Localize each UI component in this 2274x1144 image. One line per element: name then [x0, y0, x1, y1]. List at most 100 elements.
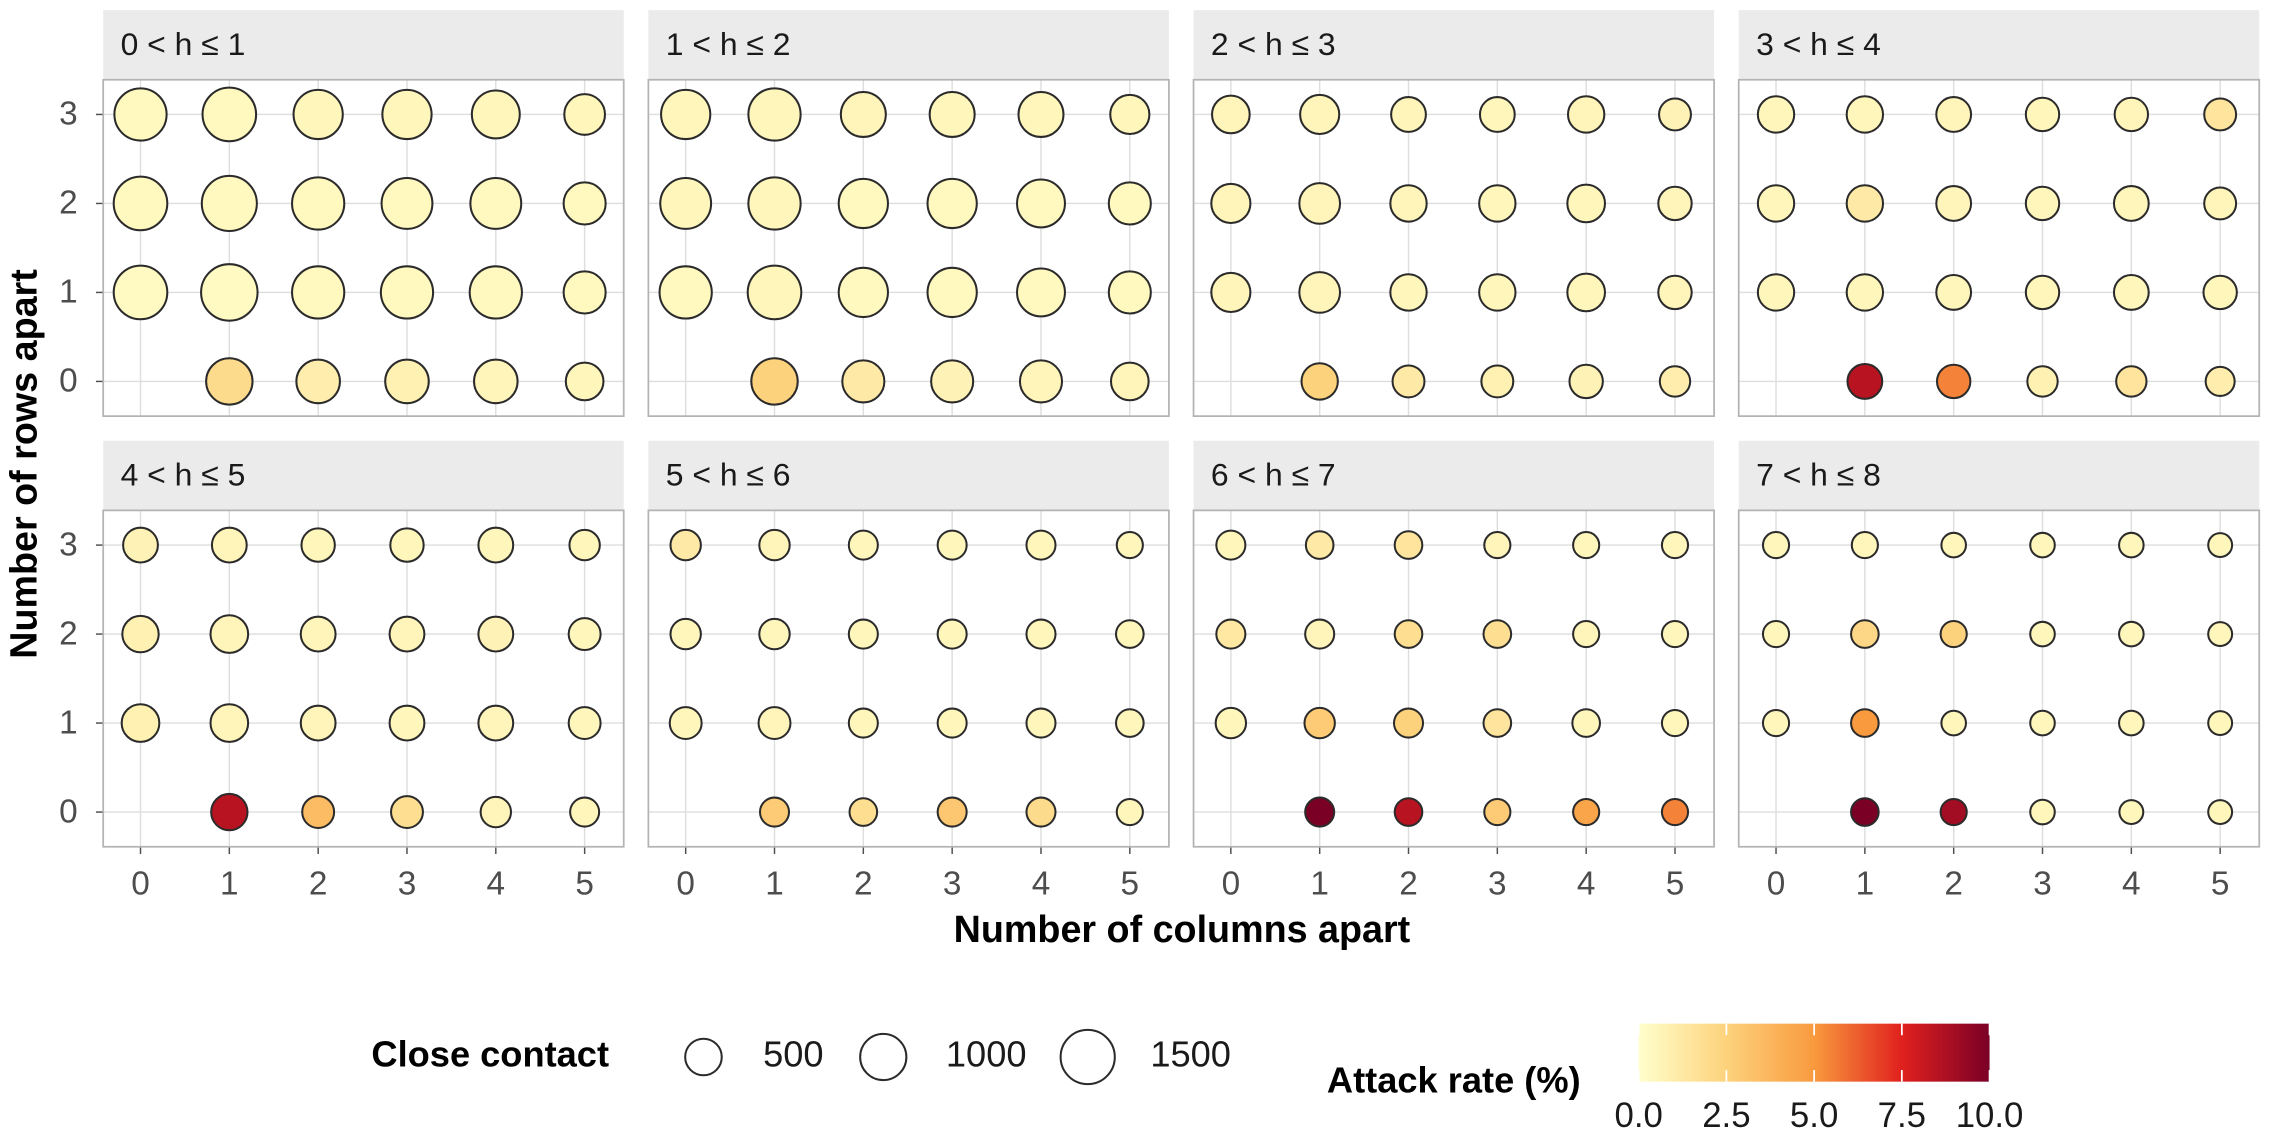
- x-tick-label: 0: [1222, 866, 1241, 903]
- bubble: [2203, 97, 2238, 132]
- bubble: [1940, 709, 1967, 737]
- bubble: [205, 357, 254, 406]
- bubble: [2118, 620, 2145, 648]
- bubble: [1761, 531, 1791, 560]
- bubble: [1211, 94, 1251, 135]
- x-tick-label: 4: [1577, 866, 1596, 903]
- bubble: [837, 266, 889, 319]
- bubble: [469, 177, 523, 230]
- panel-bg: [1738, 510, 2260, 847]
- size-legend-label: 1500: [1150, 1034, 1231, 1075]
- bubble: [658, 265, 713, 320]
- bubble: [1114, 708, 1145, 738]
- bubble: [1660, 531, 1690, 560]
- bubble: [301, 795, 336, 830]
- bubble: [299, 704, 337, 742]
- panel-title: 1 < h ≤ 2: [666, 26, 791, 62]
- y-tick-label: 1: [59, 704, 78, 741]
- bubble: [669, 617, 702, 651]
- bubble: [1940, 531, 1967, 559]
- panel-bg: [1193, 510, 1715, 847]
- bubble: [1850, 708, 1880, 738]
- bubble: [562, 270, 607, 315]
- bubble: [2024, 96, 2061, 133]
- y-axis-title: Number of rows apart: [2, 269, 44, 659]
- strip: [103, 440, 624, 511]
- bubble: [1756, 273, 1796, 312]
- bubble: [2207, 621, 2234, 648]
- bubble: [291, 176, 346, 231]
- bubble: [1572, 620, 1601, 649]
- bubble: [2029, 709, 2056, 737]
- bubble: [2115, 365, 2148, 398]
- bubble: [388, 704, 426, 742]
- bubble: [381, 88, 433, 141]
- bubble: [668, 706, 703, 741]
- bubble: [847, 707, 879, 739]
- bubble: [847, 618, 879, 650]
- bubble: [292, 88, 344, 141]
- x-tick-label: 3: [1488, 866, 1507, 903]
- bubble: [1850, 531, 1879, 560]
- bubble: [209, 703, 250, 743]
- bubble: [1017, 90, 1065, 138]
- bubble: [1566, 183, 1607, 224]
- bubble: [1107, 181, 1152, 226]
- bubble: [470, 89, 521, 140]
- bubble: [1299, 93, 1341, 136]
- panel-title: 5 < h ≤ 6: [666, 456, 791, 492]
- bubble: [1756, 184, 1796, 223]
- bubble: [1658, 365, 1692, 398]
- panel-title: 7 < h ≤ 8: [1756, 456, 1881, 492]
- size-legend-key: [859, 1032, 908, 1082]
- bubble: [1114, 619, 1145, 649]
- bubble: [1478, 273, 1517, 312]
- bubble: [1393, 530, 1424, 560]
- bubble: [200, 174, 258, 232]
- x-tick-label: 3: [398, 866, 417, 903]
- strip: [103, 10, 624, 80]
- bubble: [121, 614, 160, 654]
- bubble: [1761, 708, 1791, 738]
- bubble: [1391, 364, 1426, 399]
- bubble: [1845, 95, 1885, 134]
- panel-border: [102, 509, 625, 848]
- colorbar-label: 10.0: [1956, 1097, 2024, 1135]
- strip: [648, 440, 1169, 511]
- bubble: [390, 795, 424, 830]
- bubble: [120, 703, 161, 743]
- bubble: [2207, 532, 2234, 559]
- panel-bg: [103, 79, 624, 417]
- size-legend-key: [1059, 1028, 1116, 1086]
- bubble: [926, 266, 978, 319]
- y-tick-label: 1: [59, 274, 78, 311]
- bubble: [295, 358, 341, 405]
- colorbar-label: 0.0: [1614, 1097, 1662, 1135]
- bubble: [1210, 182, 1252, 225]
- bubble: [300, 527, 336, 563]
- panel-bg: [1738, 79, 2260, 417]
- bubble: [2029, 531, 2056, 559]
- bubble: [1304, 796, 1336, 828]
- bubble: [1215, 529, 1247, 561]
- bubble: [1845, 184, 1885, 223]
- panel-border: [1737, 509, 2261, 848]
- bubble: [1571, 708, 1601, 738]
- bubble: [1566, 272, 1607, 313]
- bubble: [2113, 96, 2150, 133]
- color-legend-title: Attack rate (%): [1327, 1060, 1581, 1101]
- strip: [1193, 10, 1715, 80]
- x-tick-label: 2: [1944, 866, 1963, 903]
- x-tick-label: 4: [1032, 866, 1051, 903]
- bubble: [1660, 620, 1690, 649]
- bubble: [936, 618, 968, 650]
- bubble: [1025, 618, 1057, 650]
- panel-title: 2 < h ≤ 3: [1211, 26, 1336, 62]
- size-legend-label: 1000: [946, 1034, 1027, 1075]
- bubble: [1935, 96, 1973, 133]
- bubble: [1303, 706, 1336, 740]
- bubble: [1210, 271, 1252, 313]
- y-tick-label: 2: [59, 615, 78, 652]
- bubble: [1214, 706, 1248, 740]
